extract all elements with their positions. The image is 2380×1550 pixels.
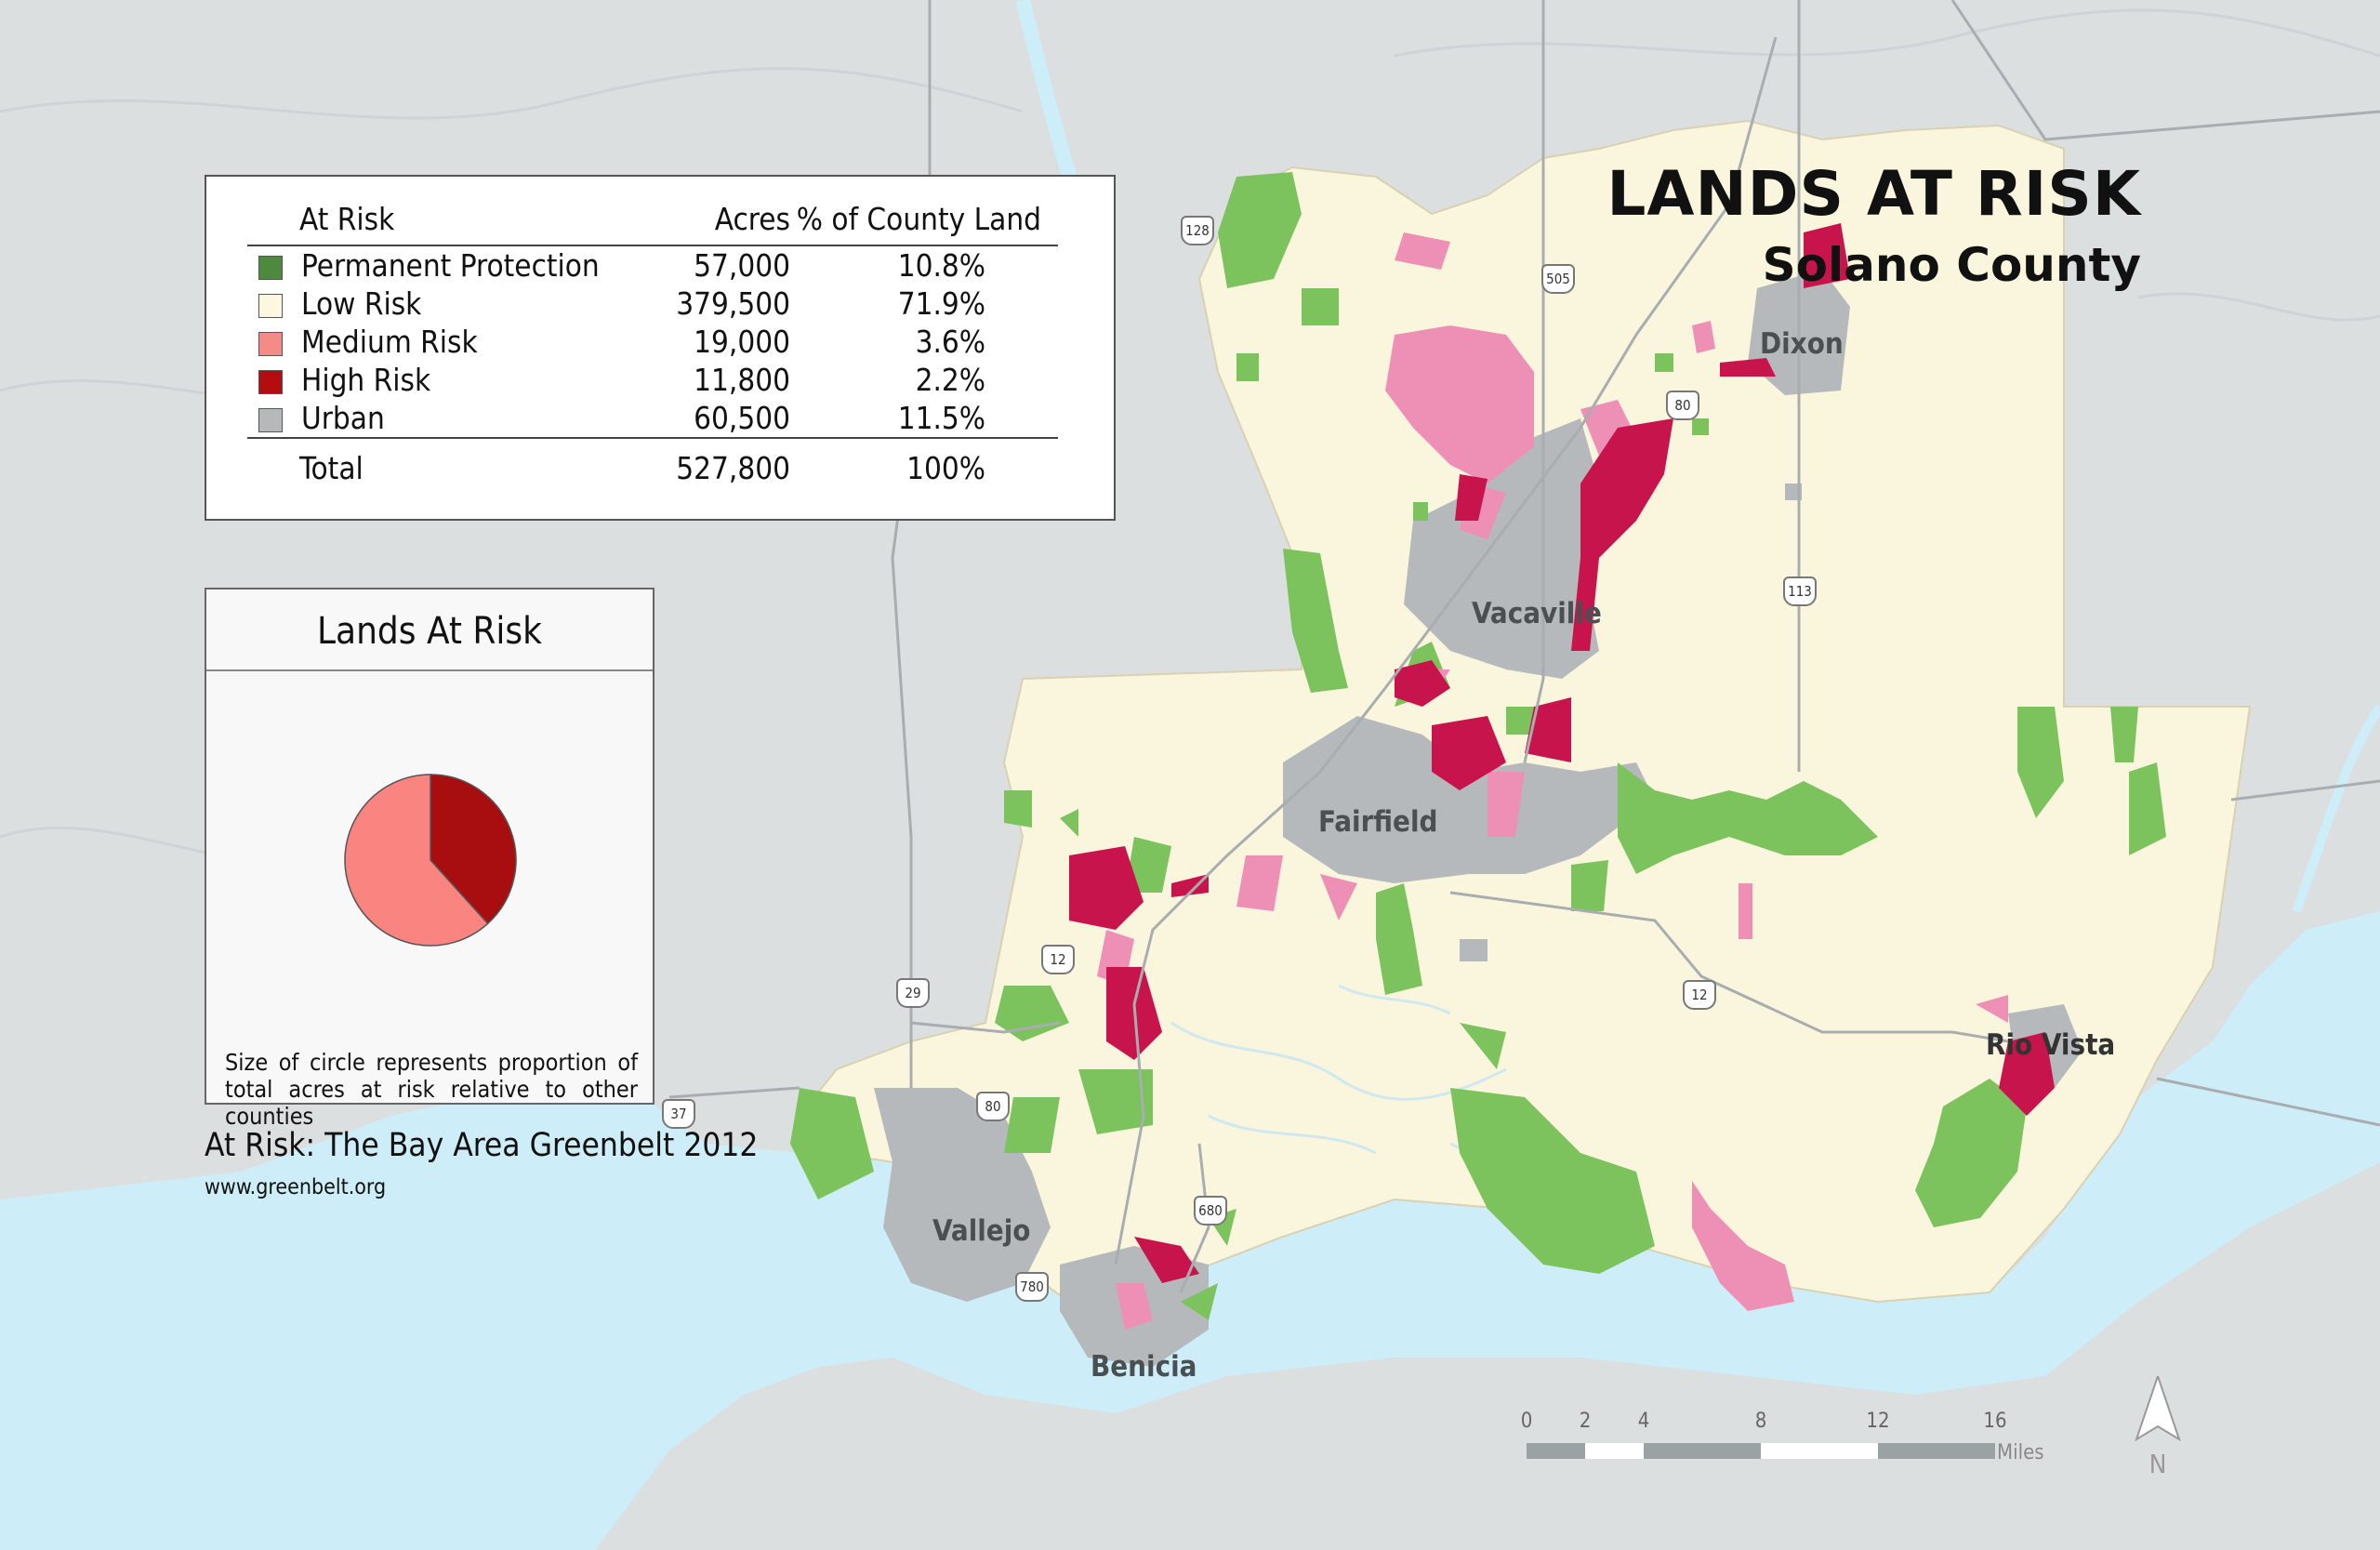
legend-label: Low Risk	[301, 285, 422, 322]
legend-acres: 379,500	[676, 285, 790, 322]
total-pct: 100%	[790, 437, 1058, 491]
title-block: LANDS AT RISK Solano County	[1606, 158, 2141, 292]
legend-acres: 11,800	[694, 362, 790, 398]
header-at-risk: At Risk	[247, 197, 651, 246]
city-label-vacaville: Vacaville	[1472, 597, 1602, 630]
legend-row: Low Risk 379,500 71.9%	[247, 285, 1058, 323]
scale-tick: 2	[1579, 1410, 1592, 1433]
river-2	[2292, 704, 2380, 913]
road-shield-128: 128	[1181, 216, 1214, 245]
road-shield-113: 113	[1783, 576, 1817, 606]
pie-title: Lands At Risk	[206, 590, 653, 671]
legend-label: Permanent Protection	[301, 247, 600, 284]
website-link[interactable]: www.greenbelt.org	[205, 1175, 387, 1199]
total-acres: 527,800	[651, 437, 790, 491]
legend-pct: 3.6%	[915, 324, 985, 360]
road-shield-80-south: 80	[976, 1092, 1010, 1121]
pie-svg	[344, 774, 517, 947]
map-subtitle: Solano County	[1762, 238, 2141, 292]
scale-tick: 4	[1637, 1410, 1650, 1433]
scale-tick: 12	[1866, 1410, 1890, 1433]
road-shield-12: 12	[1041, 945, 1075, 974]
scale-segment	[1585, 1443, 1644, 1459]
road-shield-12-east: 12	[1683, 980, 1716, 1010]
scale-segment	[1878, 1443, 1995, 1459]
legend-row: High Risk 11,800 2.2%	[247, 361, 1058, 399]
header-acres: Acres	[651, 197, 790, 246]
legend-pct: 2.2%	[915, 362, 985, 398]
scale-tick: 0	[1520, 1410, 1533, 1433]
pie-box: Lands At Risk Size of circle represents …	[205, 588, 654, 1130]
swatch-high-risk	[258, 369, 283, 394]
road-shield-80: 80	[1666, 391, 1699, 420]
scale-tick: 16	[1983, 1410, 2007, 1433]
legend-label: High Risk	[301, 362, 431, 398]
legend-acres: 19,000	[694, 324, 790, 360]
scale-segment	[1644, 1443, 1761, 1459]
header-pct: % of County Land	[790, 197, 1058, 246]
legend-acres: 60,500	[694, 400, 790, 436]
city-label-dixon: Dixon	[1760, 327, 1844, 361]
total-label: Total	[247, 437, 651, 491]
road-shield-37: 37	[662, 1099, 695, 1129]
legend-row: Urban 60,500 11.5%	[247, 399, 1058, 438]
pie-slice-medium-risk	[344, 774, 489, 947]
scale-segment	[1761, 1443, 1878, 1459]
legend-label: Medium Risk	[301, 324, 478, 360]
road-shield-29: 29	[896, 978, 930, 1008]
credit-line: At Risk: The Bay Area Greenbelt 2012	[205, 1127, 759, 1164]
city-label-rio-vista: Rio Vista	[1986, 1028, 2116, 1062]
swatch-medium-risk	[258, 331, 283, 356]
north-arrow: N	[2135, 1372, 2181, 1479]
map-title: LANDS AT RISK	[1606, 158, 2141, 230]
urban-vacaville	[1404, 418, 1599, 679]
legend-pct: 10.8%	[897, 247, 985, 284]
road-shield-680: 680	[1194, 1196, 1227, 1225]
scale-unit: Miles	[1997, 1441, 2044, 1464]
city-label-fairfield: Fairfield	[1318, 805, 1438, 839]
north-label: N	[2149, 1449, 2167, 1479]
protected-lands	[790, 172, 2166, 1320]
swatch-low-risk	[258, 293, 283, 318]
urban-fairfield	[1283, 716, 1655, 883]
legend-row: Medium Risk 19,000 3.6%	[247, 323, 1058, 361]
road-shield-505: 505	[1541, 264, 1575, 294]
north-arrow-icon	[2135, 1372, 2181, 1442]
pie-slice-high-risk	[430, 774, 517, 925]
scale-tick: 8	[1754, 1410, 1767, 1433]
bay-water	[0, 911, 2380, 1550]
city-label-vallejo: Vallejo	[932, 1214, 1031, 1248]
swatch-urban	[258, 407, 283, 432]
legend-table-box: At Risk Acres % of County Land Permanent…	[205, 175, 1116, 521]
legend-header-row: At Risk Acres % of County Land	[247, 197, 1058, 246]
scale-bar: 0 2 4 8 12 16 Miles	[1521, 1410, 2047, 1465]
legend-acres: 57,000	[694, 247, 790, 284]
pie-note: Size of circle represents proportion of …	[225, 1049, 638, 1130]
scale-segment	[1527, 1443, 1585, 1459]
road-shield-780: 780	[1015, 1272, 1049, 1302]
city-label-benicia: Benicia	[1091, 1350, 1197, 1384]
legend-pct: 11.5%	[897, 400, 985, 436]
legend-table: At Risk Acres % of County Land Permanent…	[247, 197, 1058, 491]
legend-total-row: Total 527,800 100%	[247, 437, 1058, 491]
legend-label: Urban	[301, 400, 385, 436]
legend-pct: 71.9%	[897, 285, 985, 322]
swatch-permanent-protection	[258, 255, 283, 280]
legend-row: Permanent Protection 57,000 10.8%	[247, 245, 1058, 285]
